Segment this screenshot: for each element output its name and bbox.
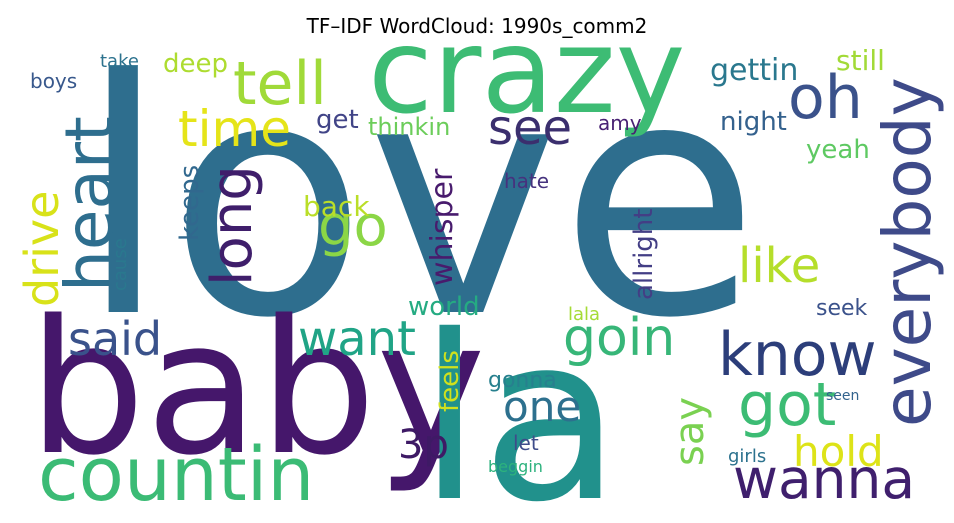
word: goin: [563, 308, 675, 368]
word: drive: [15, 191, 69, 307]
word: countin: [38, 432, 314, 518]
chart-title: TF–IDF WordCloud: 1990s_comm2: [306, 14, 648, 38]
word: night: [720, 107, 787, 137]
word: get: [316, 105, 359, 135]
word: crazy: [368, 2, 685, 140]
word: girls: [728, 446, 766, 467]
word: one: [503, 382, 581, 431]
word: said: [68, 312, 162, 366]
word: boys: [30, 69, 77, 93]
word: know: [718, 320, 877, 390]
word: allright: [629, 209, 659, 300]
word: tell: [233, 49, 327, 119]
word: baby: [28, 280, 486, 496]
word: wanna: [733, 447, 915, 511]
word: thinkin: [368, 113, 450, 141]
word: like: [738, 238, 820, 294]
word: take: [100, 51, 139, 72]
word: hate: [504, 169, 549, 193]
word: hold: [793, 427, 884, 476]
word: whisper: [425, 168, 460, 286]
word: go: [318, 194, 388, 259]
word: see: [488, 100, 572, 156]
word: say: [667, 397, 713, 466]
word: keeps: [175, 165, 205, 241]
word: deep: [163, 49, 228, 79]
word: time: [178, 100, 291, 158]
word: oh: [788, 63, 863, 133]
word: la: [418, 286, 621, 523]
word: heart: [51, 116, 128, 292]
word: yeah: [806, 135, 870, 165]
word: still: [836, 44, 885, 77]
word: amy: [598, 111, 642, 135]
word: let: [513, 431, 539, 455]
word: long: [200, 165, 265, 286]
word: world: [408, 292, 480, 322]
word: gonna: [488, 368, 557, 393]
word: want: [298, 311, 416, 367]
word: feels: [435, 350, 465, 412]
word: seek: [816, 296, 868, 321]
word: lala: [568, 304, 600, 325]
word: everybody: [869, 77, 946, 427]
word: back: [303, 190, 370, 223]
word: love: [78, 10, 759, 389]
word: beggin: [488, 457, 543, 476]
word: 3p: [398, 422, 449, 468]
word: cause: [110, 238, 131, 291]
word: gettin: [710, 53, 798, 88]
word: seen: [826, 388, 859, 404]
word: got: [738, 370, 836, 440]
